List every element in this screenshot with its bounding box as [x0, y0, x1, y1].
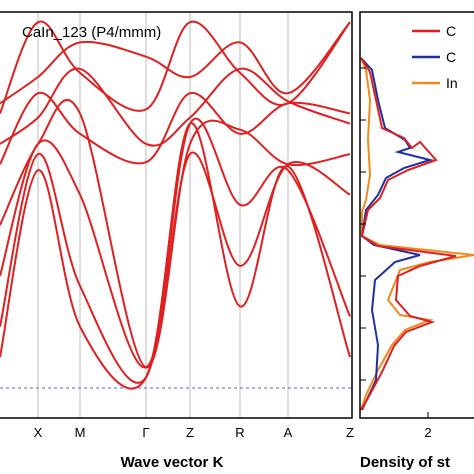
x-tick-label-2: Γ: [142, 425, 149, 440]
band-curves: [0, 20, 351, 390]
dos-y-ticks: [360, 67, 429, 418]
dos-panel-frame: [359, 11, 474, 419]
legend-label-3: In: [446, 75, 458, 91]
x-tick-label-6: Z: [346, 425, 354, 440]
band-line-3: [0, 67, 351, 147]
band-line-5: [0, 139, 351, 369]
band-structure-panel: CaIn_123 (P4/mmm) X M Γ Z R A Z Wave vector K: [0, 11, 354, 471]
dos-curve-c1: [360, 57, 457, 411]
band-panel-frame: [0, 11, 353, 419]
legend-label-2: C: [446, 49, 456, 65]
band-line-7: [0, 122, 351, 390]
x-tick-label-1: M: [75, 425, 86, 440]
x-axis-title: Wave vector K: [121, 454, 224, 471]
dos-legend: C C In: [412, 23, 458, 91]
high-symmetry-gridlines: [37, 12, 289, 418]
legend-label-1: C: [446, 23, 456, 39]
dos-panel: 2 Density of st C C In: [359, 11, 474, 471]
x-tick-label-0: X: [34, 425, 43, 440]
dos-curve-in: [360, 57, 474, 411]
dos-x-tick-label: 2: [424, 425, 431, 440]
chart-title: CaIn_123 (P4/mmm): [22, 24, 161, 41]
x-tick-label-4: R: [235, 425, 244, 440]
x-tick-label-3: Z: [186, 425, 194, 440]
band-line-4: [0, 98, 351, 369]
x-tick-label-5: A: [284, 425, 293, 440]
band-line-6: [0, 117, 351, 384]
band-line-2: [0, 91, 351, 165]
dos-curves: [360, 57, 474, 411]
dos-curve-c2: [360, 57, 434, 411]
dos-x-axis-title: Density of st: [360, 454, 450, 471]
band-line-1: [0, 21, 351, 105]
